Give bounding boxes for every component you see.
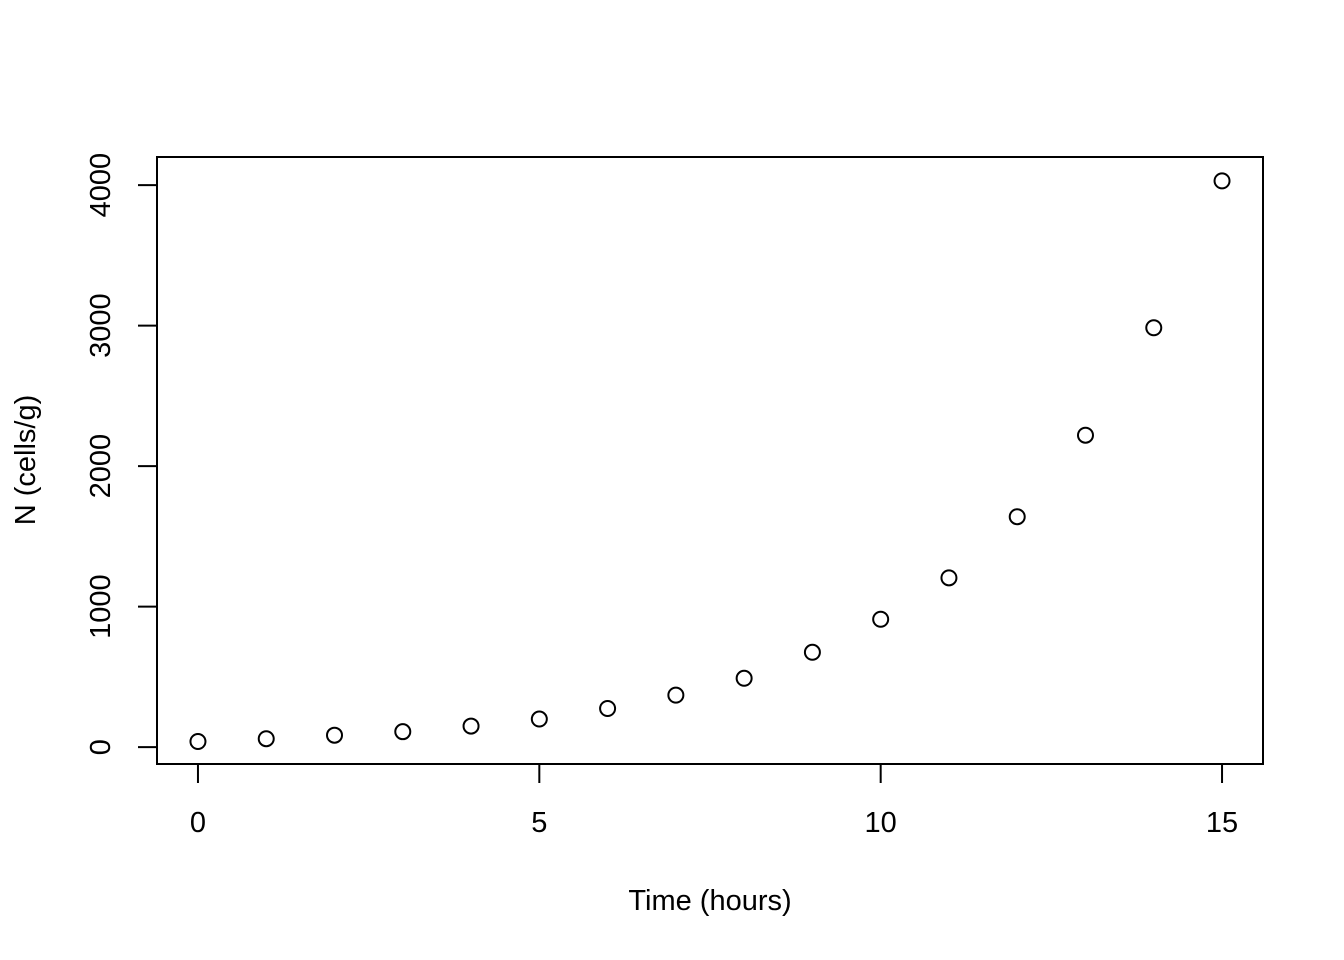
x-axis-title: Time (hours) bbox=[628, 885, 791, 917]
y-tick-label: 1000 bbox=[85, 574, 117, 639]
data-point bbox=[735, 669, 753, 687]
y-tick-label: 4000 bbox=[85, 153, 117, 218]
x-tick-label: 5 bbox=[531, 807, 547, 839]
plot-frame bbox=[156, 156, 1264, 765]
data-point bbox=[803, 643, 821, 661]
data-point bbox=[1076, 426, 1094, 444]
y-tick-label: 3000 bbox=[85, 293, 117, 358]
data-point bbox=[189, 733, 207, 751]
data-point bbox=[872, 610, 890, 628]
data-point bbox=[394, 723, 412, 741]
data-point bbox=[1213, 172, 1231, 190]
x-tick-label: 15 bbox=[1206, 807, 1238, 839]
data-point bbox=[257, 730, 275, 748]
x-tick-label: 0 bbox=[190, 807, 206, 839]
data-point bbox=[1145, 319, 1163, 337]
data-point bbox=[530, 710, 548, 728]
y-tick-label: 0 bbox=[85, 739, 117, 755]
x-axis: 0 5 10 15 bbox=[190, 763, 1238, 839]
data-point bbox=[1008, 508, 1026, 526]
data-point bbox=[599, 699, 617, 717]
data-point bbox=[667, 686, 685, 704]
data-points bbox=[189, 172, 1231, 751]
data-point bbox=[462, 717, 480, 735]
data-point bbox=[326, 726, 344, 744]
y-tick-label: 2000 bbox=[85, 434, 117, 499]
y-axis: 0 1000 2000 3000 4000 bbox=[85, 153, 158, 755]
data-point bbox=[940, 569, 958, 587]
y-axis-title: N (cells/g) bbox=[10, 395, 42, 526]
x-tick-label: 10 bbox=[865, 807, 897, 839]
